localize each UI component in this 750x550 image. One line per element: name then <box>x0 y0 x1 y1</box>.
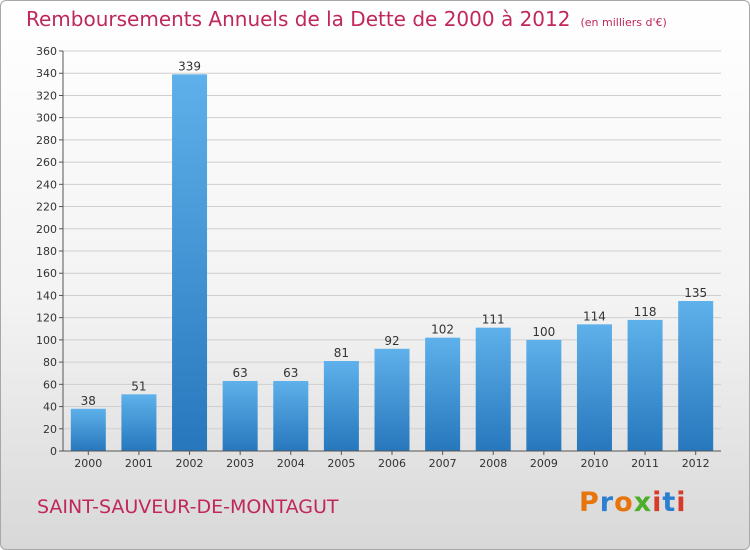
bar <box>172 74 208 451</box>
bar <box>374 348 410 451</box>
bar <box>121 394 157 451</box>
x-tick-label: 2004 <box>277 457 305 470</box>
title-text: Remboursements Annuels de la Dette de 20… <box>26 7 571 31</box>
bar-value-label: 118 <box>634 305 657 319</box>
proxiti-logo[interactable]: Proxiti <box>579 487 687 518</box>
y-tick-label: 180 <box>36 245 57 258</box>
logo-letter: x <box>633 487 653 518</box>
bar-value-label: 38 <box>81 394 96 408</box>
bar <box>475 327 511 451</box>
y-tick-label: 360 <box>36 45 57 58</box>
x-tick-label: 2011 <box>631 457 659 470</box>
x-tick-label: 2000 <box>74 457 102 470</box>
logo-letter: P <box>579 487 600 518</box>
x-tick-label: 2006 <box>378 457 406 470</box>
city-name: SAINT-SAUVEUR-DE-MONTAGUT <box>37 496 339 518</box>
bar <box>70 408 106 451</box>
bar-value-label: 63 <box>233 366 248 380</box>
y-tick-label: 0 <box>50 445 57 458</box>
x-tick-label: 2002 <box>176 457 204 470</box>
bar <box>526 339 562 451</box>
y-tick-label: 200 <box>36 223 57 236</box>
bar-value-label: 51 <box>131 379 146 393</box>
chart-title: Remboursements Annuels de la Dette de 20… <box>26 7 667 31</box>
bar-value-label: 135 <box>684 286 707 300</box>
bar-value-label: 100 <box>532 325 555 339</box>
x-tick-label: 2003 <box>226 457 254 470</box>
y-tick-label: 160 <box>36 267 57 280</box>
x-tick-label: 2008 <box>479 457 507 470</box>
y-tick-label: 280 <box>36 134 57 147</box>
bar <box>273 381 309 451</box>
y-tick-label: 220 <box>36 201 57 214</box>
x-tick-label: 2010 <box>580 457 608 470</box>
unit-label: (en milliers d'€) <box>580 16 667 29</box>
bars: 38 51 339 63 63 81 92 102 111 100 114 118 135 <box>70 59 714 451</box>
y-tick-label: 240 <box>36 178 57 191</box>
bar <box>576 324 612 451</box>
y-tick-label: 340 <box>36 67 57 80</box>
logo-letter: t <box>662 487 677 518</box>
logo-letter: o <box>614 487 634 518</box>
logo-letter: i <box>652 487 663 518</box>
bar-value-label: 102 <box>431 323 454 337</box>
y-tick-label: 120 <box>36 312 57 325</box>
bar <box>627 319 663 451</box>
y-tick-label: 140 <box>36 289 57 302</box>
x-tick-label: 2001 <box>125 457 153 470</box>
y-tick-label: 260 <box>36 156 57 169</box>
y-tick-label: 100 <box>36 334 57 347</box>
bar-value-label: 114 <box>583 309 606 323</box>
bar-value-label: 81 <box>334 346 349 360</box>
bar-value-label: 339 <box>178 59 201 73</box>
x-tick-label: 2005 <box>327 457 355 470</box>
logo-letter: r <box>599 487 615 518</box>
bar-value-label: 63 <box>283 366 298 380</box>
x-tick-label: 2007 <box>429 457 457 470</box>
bar-value-label: 92 <box>384 334 399 348</box>
logo-letter: i <box>676 487 687 518</box>
x-tick-label: 2012 <box>682 457 710 470</box>
bar <box>425 337 461 451</box>
bar <box>222 381 258 451</box>
y-tick-label: 80 <box>43 356 57 369</box>
bar <box>323 361 359 451</box>
bar <box>678 301 714 451</box>
y-tick-label: 40 <box>43 401 57 414</box>
y-tick-label: 300 <box>36 112 57 125</box>
bar-value-label: 111 <box>482 313 505 327</box>
x-tick-label: 2009 <box>530 457 558 470</box>
axes: 0 20 40 60 80 100 120 140 160 180 200 220 240 260 280 3… <box>36 45 721 470</box>
y-tick-label: 320 <box>36 89 57 102</box>
y-tick-label: 60 <box>43 378 57 391</box>
y-tick-label: 20 <box>43 423 57 436</box>
